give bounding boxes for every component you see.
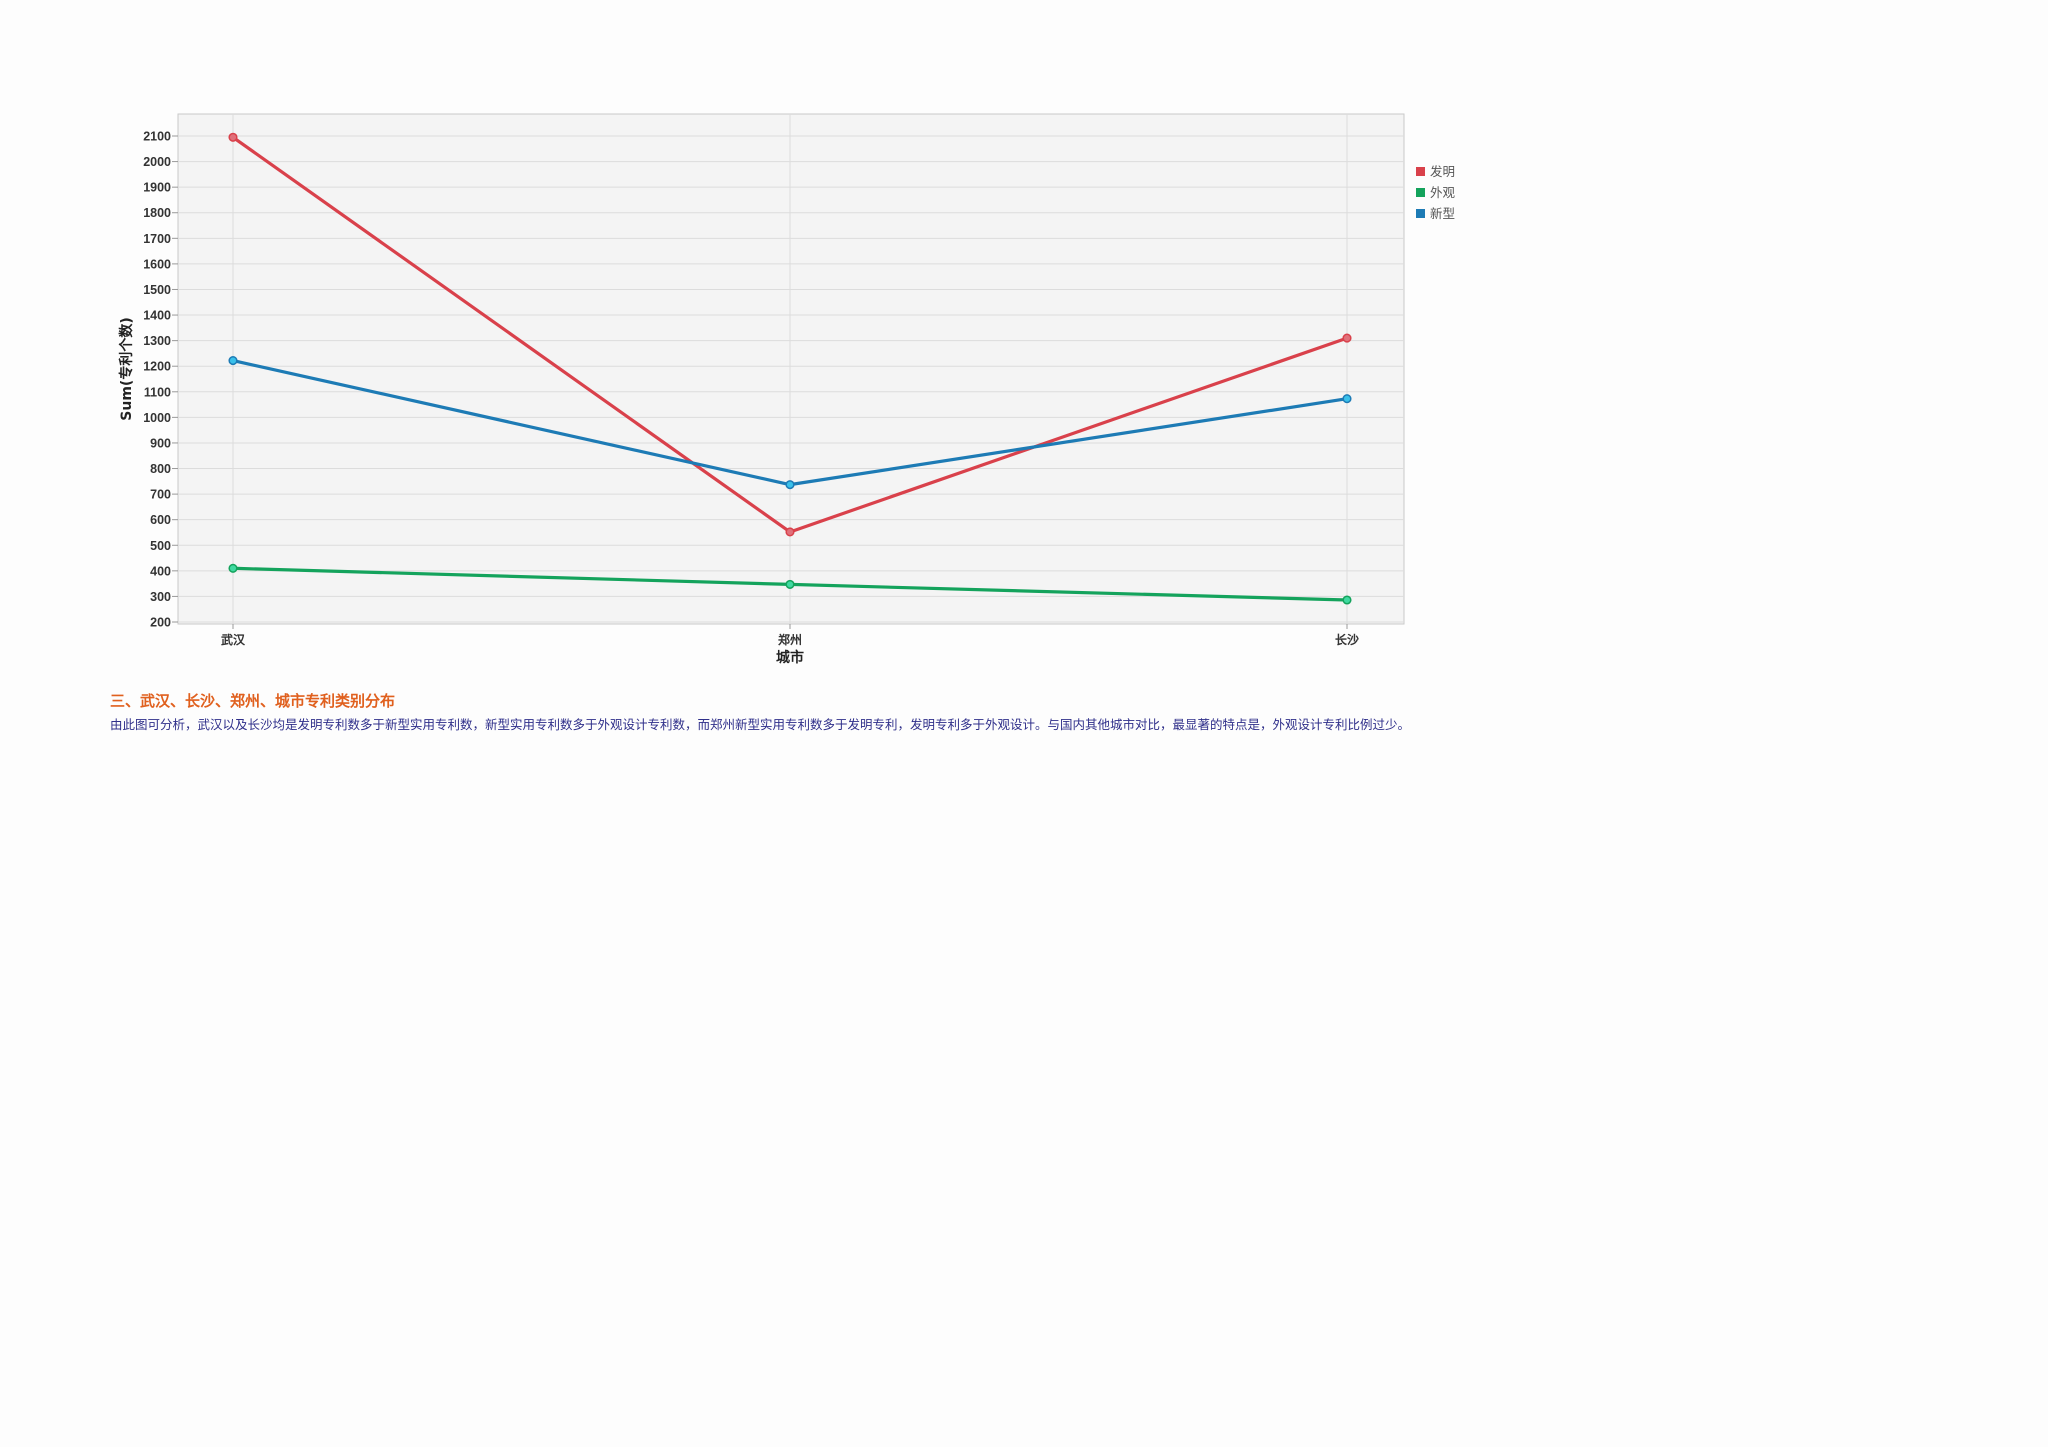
legend-label: 外观 bbox=[1430, 185, 1456, 200]
legend-swatch bbox=[1416, 209, 1425, 218]
patent-line-chart: 200 300 400 500 600 700 800 900 1000 1100 1200 1300… bbox=[118, 113, 1456, 666]
y-tick-label: 500 bbox=[150, 539, 171, 553]
data-point bbox=[228, 132, 238, 142]
data-point bbox=[1342, 333, 1352, 343]
data-point bbox=[228, 356, 238, 366]
y-tick-label: 1800 bbox=[143, 206, 171, 220]
x-axis-ticks: 武汉 郑州 长沙 bbox=[221, 624, 1359, 647]
x-tick-label: 长沙 bbox=[1335, 632, 1359, 647]
y-tick-label: 2000 bbox=[143, 155, 171, 169]
plot-area bbox=[177, 113, 1405, 625]
legend-label: 发明 bbox=[1430, 164, 1455, 179]
data-point bbox=[785, 579, 795, 589]
y-tick-label: 700 bbox=[150, 488, 171, 502]
section-body-text: 由此图可分析，武汉以及长沙均是发明专利数多于新型实用专利数，新型实用专利数多于外… bbox=[110, 717, 1411, 732]
y-axis-ticks: 200 300 400 500 600 700 800 900 1000 1100 1200 1300… bbox=[143, 130, 178, 630]
y-tick-label: 200 bbox=[150, 616, 171, 630]
y-tick-label: 1600 bbox=[143, 257, 171, 271]
y-tick-label: 900 bbox=[150, 436, 171, 450]
y-tick-label: 1000 bbox=[143, 411, 171, 425]
y-axis-title: Sum(专利个数) bbox=[118, 317, 135, 420]
y-tick-label: 2100 bbox=[143, 130, 171, 144]
y-tick-label: 1200 bbox=[143, 360, 171, 374]
y-tick-label: 1500 bbox=[143, 283, 171, 297]
data-point bbox=[228, 563, 238, 573]
y-tick-label: 800 bbox=[150, 462, 171, 476]
y-tick-label: 1400 bbox=[143, 309, 171, 323]
data-point bbox=[785, 527, 795, 537]
y-tick-label: 400 bbox=[150, 564, 171, 578]
section-heading: 三、武汉、长沙、郑州、城市专利类别分布 bbox=[110, 692, 396, 710]
legend-label: 新型 bbox=[1430, 206, 1455, 221]
y-tick-label: 1300 bbox=[143, 334, 171, 348]
data-point bbox=[1342, 394, 1352, 404]
x-tick-label: 郑州 bbox=[778, 632, 802, 647]
y-tick-label: 300 bbox=[150, 590, 171, 604]
y-tick-label: 600 bbox=[150, 513, 171, 527]
legend-swatch bbox=[1416, 167, 1425, 176]
x-axis-title: 城市 bbox=[776, 649, 804, 666]
legend-swatch bbox=[1416, 188, 1425, 197]
data-point bbox=[785, 480, 795, 490]
y-tick-label: 1100 bbox=[144, 385, 171, 399]
grid-lines bbox=[178, 114, 1404, 624]
y-tick-label: 1900 bbox=[143, 181, 171, 195]
data-point bbox=[1342, 595, 1352, 605]
x-tick-label: 武汉 bbox=[221, 632, 246, 647]
series-lines bbox=[228, 132, 1352, 605]
y-tick-label: 1700 bbox=[143, 232, 171, 246]
